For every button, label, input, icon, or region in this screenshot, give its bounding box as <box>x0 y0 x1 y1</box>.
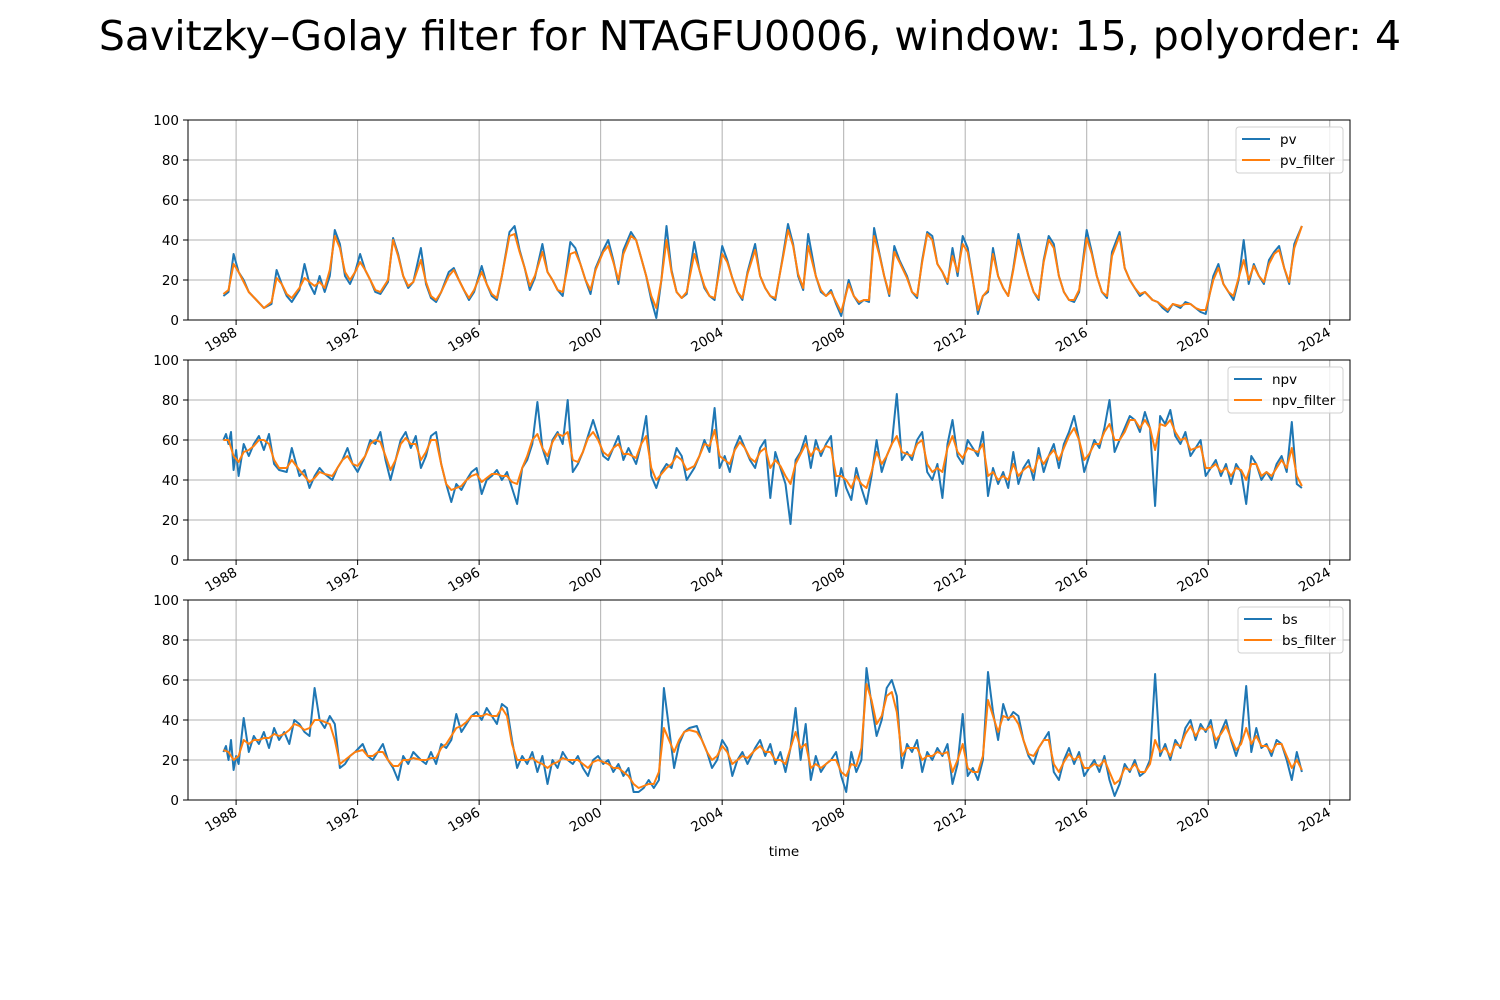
subplot-1: 0 20 40 60 80 100 1988 1992 1996 2000 2004 2008 2012… <box>153 113 1351 356</box>
y-tick-label: 20 <box>162 513 179 529</box>
x-axis-title: time <box>769 844 800 860</box>
x-tick-label: 2024 <box>1296 805 1334 836</box>
legend-label-pv_filter: pv_filter <box>1280 153 1335 169</box>
y-tick-label: 60 <box>162 673 179 689</box>
x-tick-label: 2020 <box>1174 805 1212 836</box>
figure-title: Savitzky–Golay filter for NTAGFU0006, wi… <box>98 12 1402 60</box>
x-tick-label: 2012 <box>931 565 969 596</box>
y-tick-label: 80 <box>162 153 179 169</box>
y-tick-label: 60 <box>162 433 179 449</box>
y-tick-label: 100 <box>153 353 179 369</box>
y-tick-label: 0 <box>170 313 179 329</box>
x-tick-label: 1996 <box>445 325 483 356</box>
series-line-pv_filter <box>222 225 1303 313</box>
legend-label-npv_filter: npv_filter <box>1272 393 1336 409</box>
x-tick-label: 2012 <box>931 805 969 836</box>
x-tick-label: 2000 <box>567 325 605 356</box>
x-tick-label: 2020 <box>1174 565 1212 596</box>
axes-frame <box>187 359 1351 561</box>
x-tick-label: 2016 <box>1053 805 1091 836</box>
x-tick-label: 2012 <box>931 325 969 356</box>
x-tick-label: 2004 <box>688 805 726 836</box>
y-tick-label: 0 <box>170 793 179 809</box>
x-tick-label: 1992 <box>324 805 362 836</box>
x-tick-label: 2020 <box>1174 325 1212 356</box>
x-tick-label: 2016 <box>1053 325 1091 356</box>
x-tick-label: 1996 <box>445 565 483 596</box>
series-line-pv <box>222 223 1303 319</box>
legend: npv npv_filter <box>1227 366 1344 414</box>
x-tick-label: 2004 <box>688 565 726 596</box>
y-tick-label: 20 <box>162 273 179 289</box>
y-tick-label: 100 <box>153 113 179 129</box>
x-tick-label: 1992 <box>324 565 362 596</box>
x-tick-label: 2000 <box>567 565 605 596</box>
x-tick-label: 1992 <box>324 325 362 356</box>
x-tick-label: 1988 <box>202 805 240 836</box>
axes-frame <box>187 599 1351 801</box>
x-tick-label: 1988 <box>202 325 240 356</box>
y-tick-label: 40 <box>162 473 179 489</box>
x-tick-label: 2024 <box>1296 325 1334 356</box>
subplot-2: 0 20 40 60 80 100 1988 1992 1996 2000 2004 2008 2012… <box>153 353 1351 596</box>
y-tick-label: 40 <box>162 713 179 729</box>
x-tick-label: 2008 <box>810 565 848 596</box>
legend-label-bs_filter: bs_filter <box>1282 633 1336 649</box>
legend-label-npv: npv <box>1272 372 1297 388</box>
y-tick-label: 80 <box>162 633 179 649</box>
x-tick-label: 2024 <box>1296 565 1334 596</box>
x-tick-label: 2000 <box>567 805 605 836</box>
y-tick-label: 0 <box>170 553 179 569</box>
x-tick-label: 2008 <box>810 805 848 836</box>
series-line-bs <box>222 667 1303 797</box>
legend: bs bs_filter <box>1237 606 1344 654</box>
y-tick-label: 100 <box>153 593 179 609</box>
series-line-bs_filter <box>223 683 1303 789</box>
x-tick-label: 2016 <box>1053 565 1091 596</box>
legend: pv pv_filter <box>1235 126 1344 174</box>
y-tick-label: 40 <box>162 233 179 249</box>
legend-label-pv: pv <box>1280 132 1297 148</box>
x-tick-label: 1996 <box>445 805 483 836</box>
series-line-npv_filter <box>223 419 1303 491</box>
y-tick-label: 60 <box>162 193 179 209</box>
x-tick-label: 2008 <box>810 325 848 356</box>
x-tick-label: 1988 <box>202 565 240 596</box>
series-line-npv <box>222 393 1303 525</box>
subplot-3: 0 20 40 60 80 100 1988 1992 1996 2000 2004 2008 2012… <box>153 593 1351 860</box>
y-tick-label: 80 <box>162 393 179 409</box>
x-tick-label: 2004 <box>688 325 726 356</box>
legend-label-bs: bs <box>1282 612 1298 628</box>
y-tick-label: 20 <box>162 753 179 769</box>
axes-frame <box>187 119 1351 321</box>
